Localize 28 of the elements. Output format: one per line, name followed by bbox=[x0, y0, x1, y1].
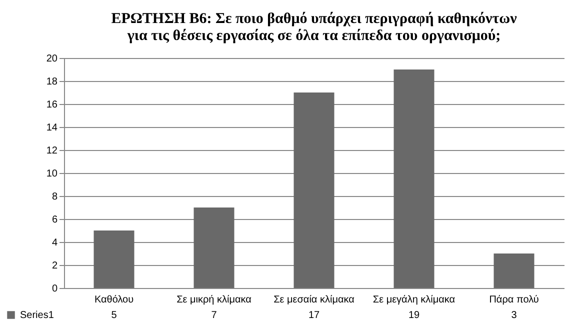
bar bbox=[94, 230, 134, 288]
data-label: 17 bbox=[308, 310, 320, 321]
bar bbox=[294, 92, 334, 288]
data-label: 5 bbox=[111, 310, 118, 321]
y-tick-label: 18 bbox=[46, 76, 58, 88]
bar bbox=[394, 70, 434, 288]
x-tick-label: Σε μεγάλη κλίμακα bbox=[372, 294, 456, 306]
bar bbox=[194, 208, 234, 288]
bar bbox=[494, 254, 534, 288]
y-tick-label: 20 bbox=[46, 54, 58, 64]
y-tick-label: 10 bbox=[46, 168, 58, 180]
y-tick-label: 6 bbox=[52, 214, 58, 226]
chart-title: ΕΡΩΤΗΣΗ Β6: Σε ποιο βαθμό υπάρχει περιγραφή καθηκόντων για τις θέσεις εργασίας σε όλα τα επίπεδα του οργανισμού; bbox=[111, 11, 518, 44]
y-tick-label: 8 bbox=[52, 192, 58, 202]
data-label: 19 bbox=[408, 310, 420, 321]
data-label: 3 bbox=[511, 310, 518, 321]
data-label: 7 bbox=[211, 310, 218, 321]
x-tick-label: Πάρα πολύ bbox=[489, 294, 539, 306]
x-tick-label: Καθόλου bbox=[94, 294, 134, 306]
y-tick-label: 4 bbox=[52, 238, 58, 248]
y-tick-label: 0 bbox=[52, 284, 58, 294]
y-tick-label: 12 bbox=[46, 146, 58, 156]
legend-label: Series1 bbox=[20, 310, 54, 321]
y-tick-label: 2 bbox=[52, 260, 58, 272]
y-tick-label: 14 bbox=[46, 122, 58, 134]
x-tick-label: Σε μικρή κλίμακα bbox=[176, 294, 252, 306]
x-tick-label: Σε μεσαία κλίμακα bbox=[274, 294, 355, 306]
y-tick-label: 16 bbox=[46, 100, 58, 110]
